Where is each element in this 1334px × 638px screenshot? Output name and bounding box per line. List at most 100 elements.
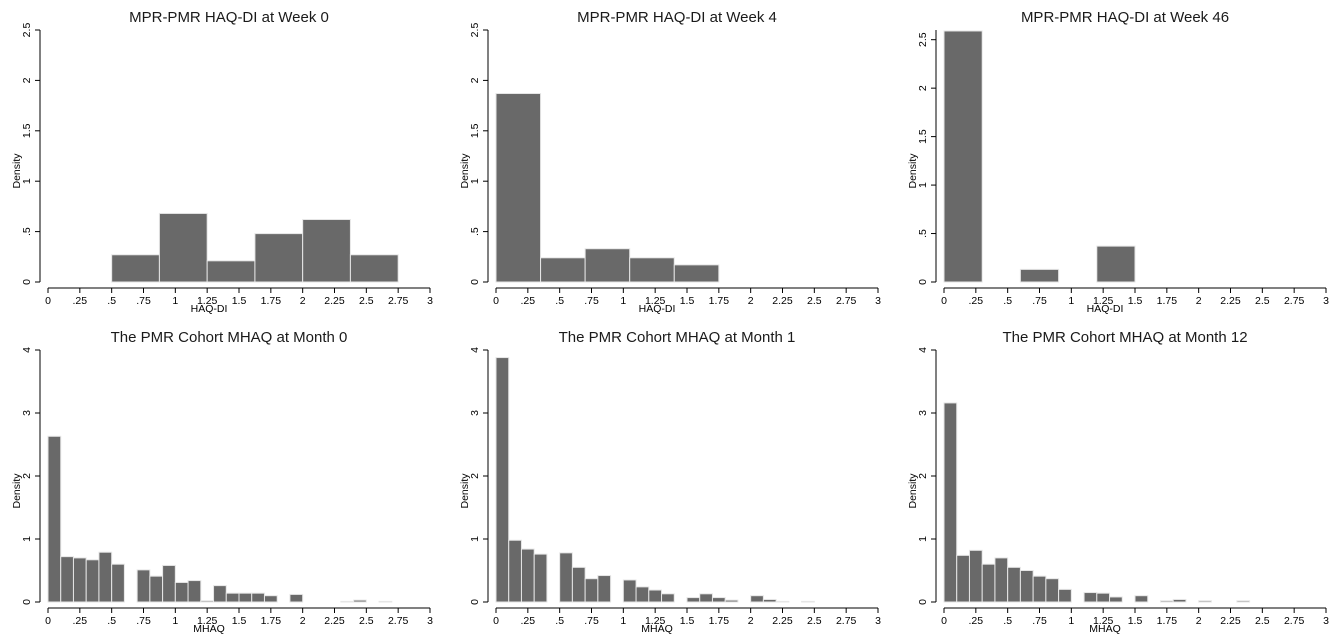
x-tick-label: .25	[73, 615, 88, 627]
y-tick-label: 1.5	[21, 123, 33, 138]
x-axis-title: HAQ-DI	[1087, 303, 1124, 315]
x-axis-title: MHAQ	[1089, 623, 1121, 635]
chart-title: The PMR Cohort MHAQ at Month 12	[1002, 329, 1247, 346]
histogram-bar	[597, 575, 612, 603]
x-tick-label: 1.5	[232, 295, 247, 307]
histogram-bar	[1096, 245, 1136, 283]
x-tick-label: .75	[584, 295, 599, 307]
histogram-bar	[72, 557, 87, 603]
x-tick-label: .75	[584, 615, 599, 627]
x-tick-label: .25	[521, 295, 536, 307]
y-tick-label: 3	[469, 410, 481, 416]
x-tick-label: 1.5	[680, 295, 695, 307]
x-tick-label: 3	[1323, 615, 1329, 627]
histogram-bar	[263, 595, 278, 603]
x-tick-label: .5	[107, 295, 116, 307]
histogram-bar	[686, 597, 701, 603]
histogram-svg: MPR-PMR HAQ-DI at Week 0 0 .25 .5 .75 1 1.25 1.…	[11, 9, 433, 315]
x-tick-label: 1	[1068, 615, 1074, 627]
x-tick-label: 2.25	[1220, 295, 1241, 307]
y-tick-label: 1	[21, 178, 33, 184]
x-tick-label: 2.5	[359, 295, 374, 307]
x-tick-label: 2.5	[1255, 295, 1270, 307]
x-tick-label: 2	[300, 615, 306, 627]
x-tick-label: 1.5	[1128, 295, 1143, 307]
x-tick-label: .25	[521, 615, 536, 627]
x-tick-label: 1.75	[1157, 615, 1178, 627]
histogram-bar	[47, 435, 62, 603]
y-axis-title: Density	[459, 153, 471, 189]
histogram-bar	[724, 599, 739, 603]
x-tick-label: 1.75	[261, 615, 282, 627]
x-tick-label: .25	[969, 615, 984, 627]
x-tick-label: 2.75	[388, 615, 409, 627]
x-tick-label: .75	[1032, 295, 1047, 307]
y-tick-label: 0	[21, 599, 33, 605]
histogram-bar	[711, 597, 726, 603]
y-tick-label: .5	[469, 227, 481, 236]
x-tick-label: 2.75	[1284, 615, 1305, 627]
histogram-bar	[251, 592, 265, 603]
y-tick-label: 2	[917, 473, 929, 479]
histogram-bar	[158, 212, 208, 283]
x-tick-label: 2	[1196, 615, 1202, 627]
x-tick-label: 2.25	[324, 295, 345, 307]
chart-title: The PMR Cohort MHAQ at Month 0	[111, 329, 348, 346]
histogram-bar	[349, 254, 399, 283]
histogram-bar	[994, 557, 1009, 603]
histogram-bar	[162, 564, 176, 603]
x-tick-label: 2.5	[807, 615, 822, 627]
x-tick-label: .75	[136, 295, 151, 307]
x-tick-label: 1.25	[197, 295, 218, 307]
histogram-panel-mhaq-month-12: The PMR Cohort MHAQ at Month 12 0 .25 .5 .75…	[896, 320, 1334, 638]
x-tick-label: 3	[875, 295, 881, 307]
x-tick-label: 0	[493, 615, 499, 627]
histogram-bar	[629, 257, 675, 283]
y-tick-label: 1.5	[469, 123, 481, 138]
y-tick-label: 4	[469, 347, 481, 353]
x-tick-label: .25	[73, 295, 88, 307]
x-tick-label: .5	[1003, 295, 1012, 307]
x-tick-label: 0	[493, 295, 499, 307]
y-tick-label: 2.5	[469, 23, 481, 38]
y-tick-label: .5	[21, 227, 33, 236]
histogram-bar	[225, 592, 240, 603]
histogram-bar	[1058, 588, 1072, 603]
histogram-svg: The PMR Cohort MHAQ at Month 12 0 .25 .5 .75…	[907, 329, 1329, 635]
y-tick-label: 2	[469, 77, 481, 83]
histogram-bar	[340, 600, 355, 603]
histogram-bar	[981, 563, 996, 603]
histogram-bar	[540, 257, 586, 283]
histogram-bar	[699, 593, 713, 603]
x-tick-label: 2.75	[1284, 295, 1305, 307]
y-axis-title: Density	[907, 473, 919, 509]
histogram-bar	[1134, 595, 1149, 603]
histogram-bar	[762, 598, 777, 603]
x-tick-label: 2.75	[388, 295, 409, 307]
histogram-bar	[801, 600, 815, 603]
y-tick-label: 1	[917, 536, 929, 542]
x-tick-label: 0	[941, 295, 947, 307]
x-tick-label: 1.25	[1093, 295, 1114, 307]
y-tick-label: 1	[469, 536, 481, 542]
x-tick-label: 1	[1068, 295, 1074, 307]
histogram-panel-haqdi-week-0: MPR-PMR HAQ-DI at Week 0 0 .25 .5 .75 1 1.25 1.…	[0, 0, 440, 318]
histogram-bar	[1198, 600, 1212, 603]
histogram-bar	[520, 548, 535, 603]
x-axis-title: HAQ-DI	[191, 303, 228, 315]
x-axis-title: HAQ-DI	[639, 303, 676, 315]
histogram-bar	[635, 586, 650, 603]
y-axis-title: Density	[11, 473, 23, 509]
y-axis-title: Density	[907, 153, 919, 189]
histogram-bar	[254, 233, 304, 283]
histogram-panel-mhaq-month-1: The PMR Cohort MHAQ at Month 1 0 .25 .5 .75 1…	[448, 320, 888, 638]
histogram-bar	[571, 566, 586, 603]
histogram-bar	[622, 579, 637, 603]
histogram-bar	[378, 600, 393, 603]
x-tick-label: 1	[172, 295, 178, 307]
y-tick-label: 1.5	[917, 129, 929, 144]
histogram-svg: The PMR Cohort MHAQ at Month 1 0 .25 .5 .75 1…	[459, 329, 881, 635]
y-tick-label: 0	[917, 599, 929, 605]
x-tick-label: .5	[107, 615, 116, 627]
x-tick-label: 1.75	[709, 615, 730, 627]
